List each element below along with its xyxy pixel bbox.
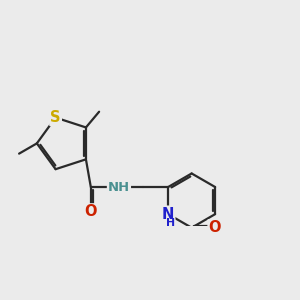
Text: S: S — [50, 110, 61, 125]
Text: NH: NH — [108, 181, 130, 194]
Text: O: O — [85, 204, 97, 219]
Text: H: H — [166, 218, 176, 228]
Text: N: N — [162, 207, 174, 222]
Text: O: O — [208, 220, 221, 235]
